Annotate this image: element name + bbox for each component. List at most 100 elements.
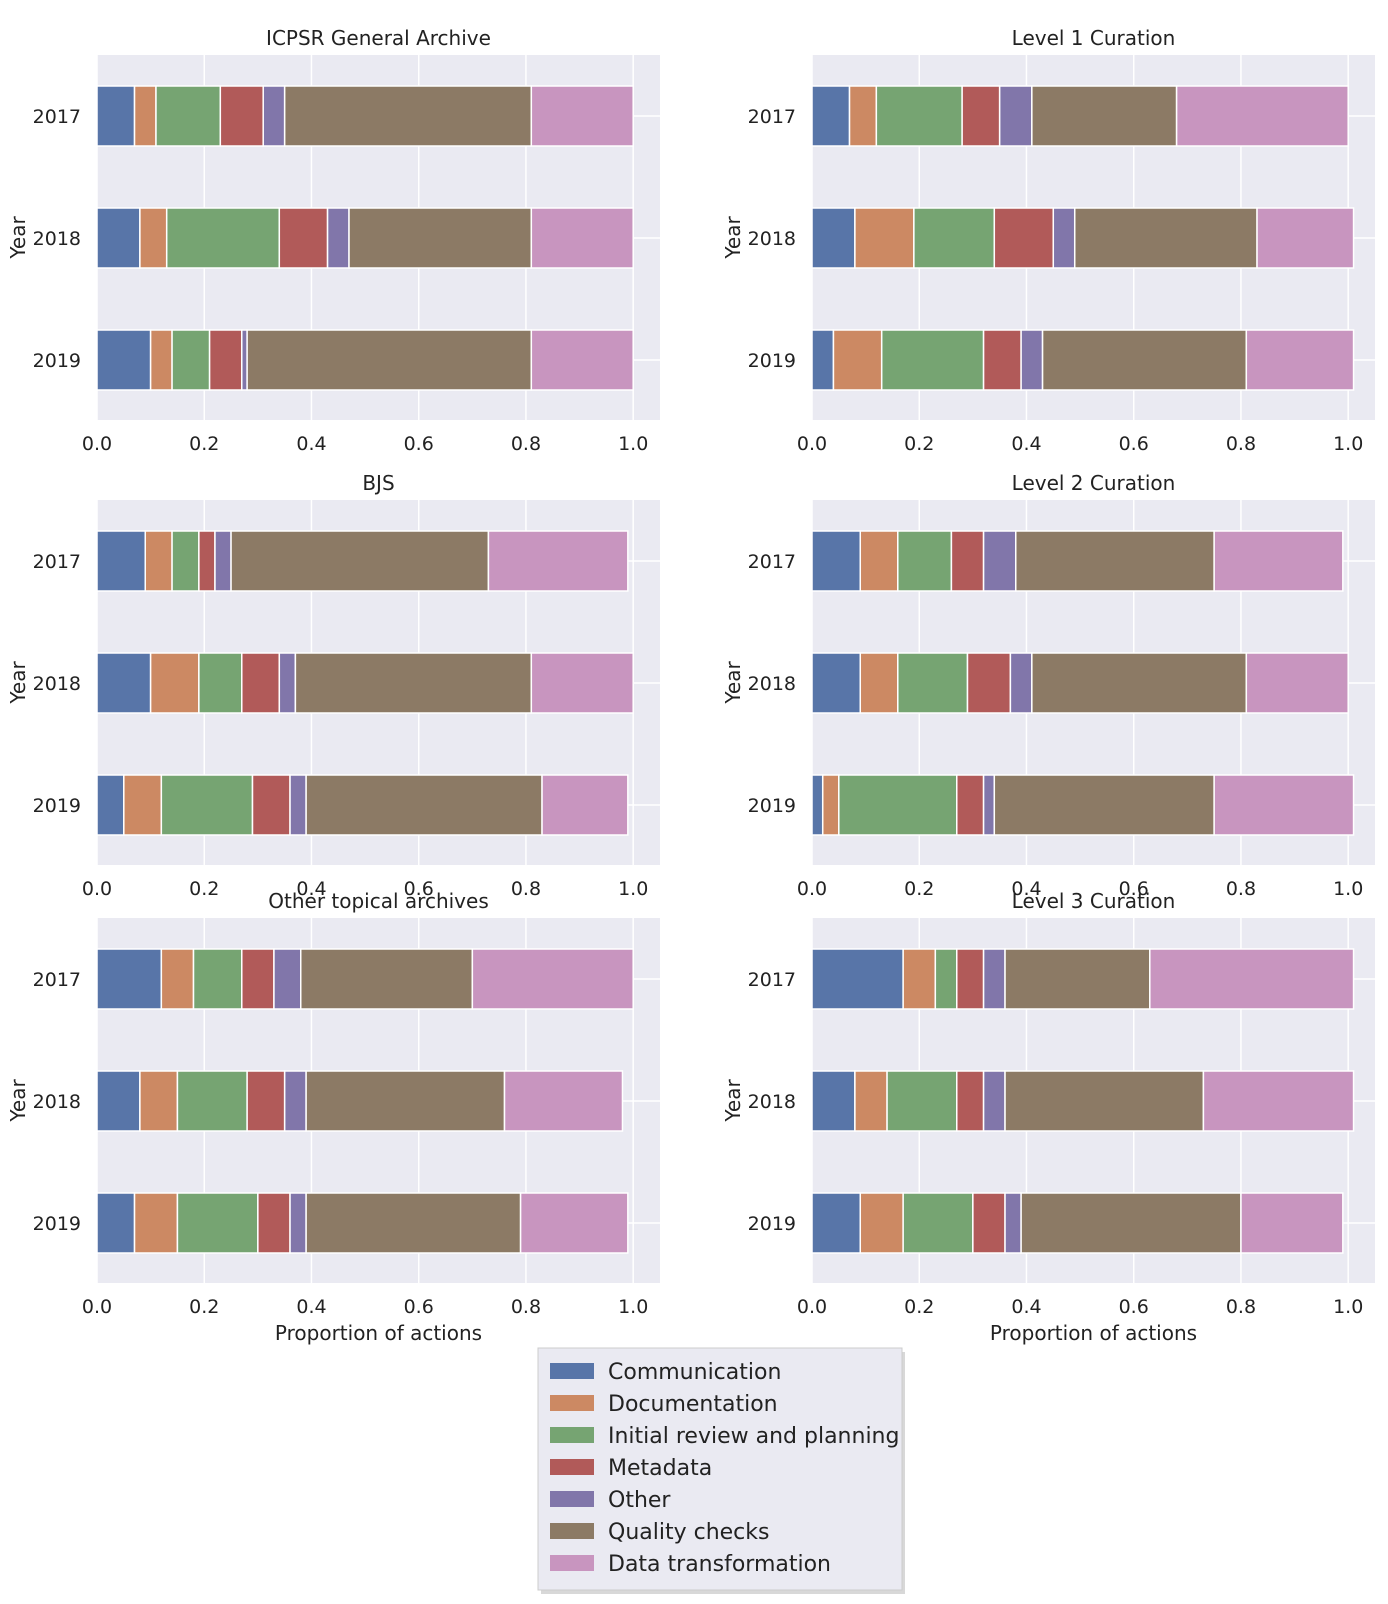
- panel-6-ylabel: Year: [721, 1079, 745, 1123]
- panel-2-bar-2018-documentation: [854, 207, 915, 269]
- panel-5-xtick: 0.6: [404, 1296, 434, 1318]
- panel-4-bar-2019-quality-checks: [993, 774, 1215, 836]
- panel-4-bar-2018-documentation: [859, 652, 899, 714]
- legend-box: [537, 1347, 903, 1591]
- panel-6-bar-2017-data-transformation: [1149, 948, 1355, 1010]
- panel-4-xtick: 0.8: [1226, 878, 1256, 900]
- panel-6-bar-2018-communication: [811, 1070, 856, 1132]
- panel-6-bar-2019-other: [1004, 1192, 1022, 1254]
- panel-6-bar-2019-metadata: [972, 1192, 1006, 1254]
- panel-6-bar-2018-other: [982, 1070, 1006, 1132]
- panel-1-bar-2019-other: [241, 329, 248, 391]
- panel-1-xtick: 1.0: [618, 433, 648, 455]
- panel-4-bar-2018-quality-checks: [1031, 652, 1248, 714]
- panel-4-bar-2018-metadata: [966, 652, 1012, 714]
- panel-5-bar-2017-communication: [96, 948, 163, 1010]
- panel-3-bar-2017-documentation: [144, 530, 173, 592]
- panel-6-bar-2019-communication: [811, 1192, 862, 1254]
- panel-3-xtick: 0.0: [82, 878, 112, 900]
- panel-2-bar-2019-other: [1020, 329, 1044, 391]
- panel-1-title: ICPSR General Archive: [266, 26, 491, 50]
- panel-1-xtick: 0.6: [404, 433, 434, 455]
- panel-6-ytick-2017: 2017: [748, 969, 796, 991]
- legend-swatch-initial-review-and-planning: [550, 1427, 594, 1443]
- panel-4-bar-2017-initial-review-and-planning: [897, 530, 953, 592]
- panel-3-xtick: 0.4: [296, 878, 326, 900]
- panel-1-bar-2018-documentation: [139, 207, 168, 269]
- panel-3-bar-2019-metadata: [251, 774, 291, 836]
- panel-3-bar-2018-quality-checks: [294, 652, 533, 714]
- panel-2-bar-2017-quality-checks: [1031, 85, 1178, 147]
- panel-5-bar-2017-data-transformation: [471, 948, 634, 1010]
- panel-6-xtick: 0.0: [797, 1296, 827, 1318]
- panel-2-bar-2018-other: [1052, 207, 1076, 269]
- panel-5-bar-2018-quality-checks: [305, 1070, 506, 1132]
- panel-2-bar-2019-documentation: [832, 329, 883, 391]
- panel-4-xtick: 0.0: [797, 878, 827, 900]
- panel-2-bar-2018-data-transformation: [1256, 207, 1355, 269]
- panel-6-xtick: 0.4: [1011, 1296, 1041, 1318]
- panel-4-xtick: 0.6: [1119, 878, 1149, 900]
- panel-3-bar-2017-metadata: [198, 530, 216, 592]
- panel-2-bar-2019-initial-review-and-planning: [880, 329, 985, 391]
- panel-3-bar-2017-quality-checks: [230, 530, 490, 592]
- panel-6-bar-2017-quality-checks: [1004, 948, 1151, 1010]
- panel-2-bar-2017-documentation: [848, 85, 878, 147]
- panel-6-xlabel: Proportion of actions: [990, 1321, 1197, 1345]
- panel-4-bar-2019-initial-review-and-planning: [838, 774, 958, 836]
- panel-1-bar-2019-quality-checks: [246, 329, 533, 391]
- panel-3-ytick-2019: 2019: [33, 795, 81, 817]
- panel-5-title: Other topical archives: [268, 889, 488, 913]
- panel-2-bar-2017-data-transformation: [1175, 85, 1349, 147]
- panel-3-bar-2019-documentation: [123, 774, 163, 836]
- panel-3-bar-2018-other: [278, 652, 297, 714]
- panel-5-xtick: 0.2: [189, 1296, 219, 1318]
- panel-6-bar-2017-other: [982, 948, 1006, 1010]
- panel-1-bar-2017-initial-review-and-planning: [155, 85, 222, 147]
- panel-2-bar-2017-initial-review-and-planning: [875, 85, 963, 147]
- panel-2-xtick: 1.0: [1333, 433, 1363, 455]
- panel-1-ytick-2017: 2017: [33, 106, 81, 128]
- panel-2-bar-2019-communication: [811, 329, 835, 391]
- panel-4-ytick-2019: 2019: [748, 795, 796, 817]
- legend-swatch-metadata: [550, 1459, 594, 1475]
- panel-3-bar-2018-initial-review-and-planning: [198, 652, 243, 714]
- panel-5-xtick: 0.0: [82, 1296, 112, 1318]
- panel-1-bar-2017-other: [262, 85, 286, 147]
- panel-4-bar-2018-communication: [811, 652, 862, 714]
- panel-5-ytick-2019: 2019: [33, 1213, 81, 1235]
- panel-2-xtick: 0.4: [1011, 433, 1041, 455]
- panel-2-bar-2018-metadata: [993, 207, 1055, 269]
- panel-5-xtick: 0.8: [511, 1296, 541, 1318]
- panel-2-bar-2019-data-transformation: [1245, 329, 1355, 391]
- panel-6-bar-2019-data-transformation: [1240, 1192, 1344, 1254]
- panel-1-bar-2018-communication: [96, 207, 141, 269]
- panel-1-bar-2019-initial-review-and-planning: [171, 329, 211, 391]
- legend-label-documentation: Documentation: [608, 1392, 778, 1417]
- panel-4-bar-2017-metadata: [950, 530, 985, 592]
- panel-4-title: Level 2 Curation: [1012, 471, 1176, 495]
- panel-1-xtick: 0.2: [189, 433, 219, 455]
- panel-6-title: Level 3 Curation: [1012, 889, 1176, 913]
- panel-2-bar-2018-initial-review-and-planning: [913, 207, 996, 269]
- panel-1-bar-2017-documentation: [133, 85, 157, 147]
- panel-4-bar-2018-other: [1009, 652, 1033, 714]
- panel-4-bar-2019-other: [982, 774, 996, 836]
- panel-3-bar-2018-documentation: [149, 652, 200, 714]
- panel-2-ytick-2018: 2018: [748, 228, 796, 250]
- panel-6-bar-2018-metadata: [956, 1070, 985, 1132]
- panel-1-xtick: 0.8: [511, 433, 541, 455]
- panel-5-bar-2019-metadata: [257, 1192, 291, 1254]
- panel-3-xtick: 1.0: [618, 878, 648, 900]
- panel-3-bar-2019-other: [289, 774, 307, 836]
- panel-2-ylabel: Year: [721, 216, 745, 260]
- panel-5-bar-2017-initial-review-and-planning: [192, 948, 243, 1010]
- panel-2-xtick: 0.6: [1119, 433, 1149, 455]
- panel-3-ytick-2018: 2018: [33, 673, 81, 695]
- panel-2-bar-2019-metadata: [982, 329, 1022, 391]
- panel-2-title: Level 1 Curation: [1012, 26, 1176, 50]
- panel-1-bar-2019-data-transformation: [530, 329, 634, 391]
- panel-5-bar-2019-other: [289, 1192, 307, 1254]
- panel-2-xtick: 0.8: [1226, 433, 1256, 455]
- legend-swatch-documentation: [550, 1395, 594, 1411]
